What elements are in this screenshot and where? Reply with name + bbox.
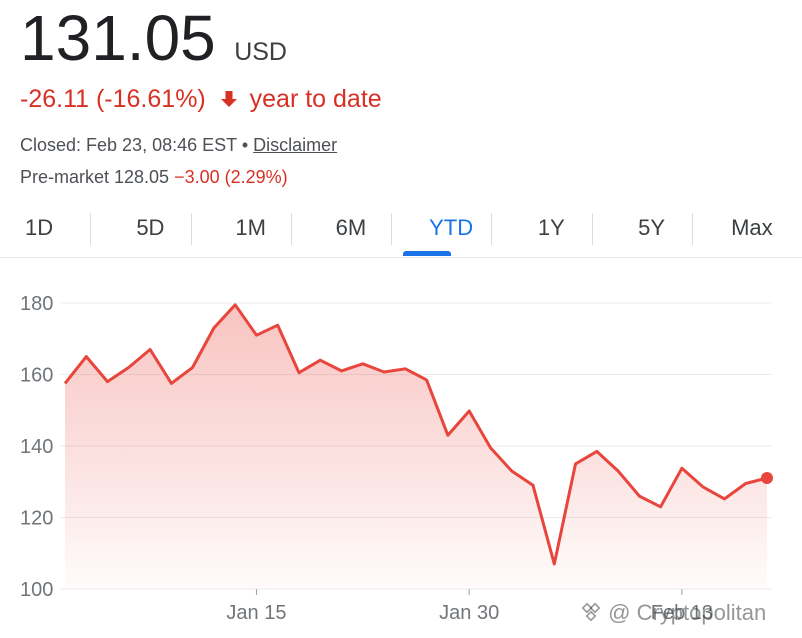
y-tick-label: 140 [20,436,53,458]
watermark-text: @ Cryptopolitan [608,600,767,625]
premarket-info: Pre-market 128.05 −3.00 (2.29%) [20,166,288,188]
active-tab-indicator [403,251,451,256]
change-period: year to date [249,85,382,113]
tab-separator [90,213,91,245]
price-area-fill [65,304,767,589]
tab-1m[interactable]: 1M [235,215,266,240]
y-tick-label: 120 [20,508,53,530]
tab-5y[interactable]: 5Y [638,215,666,240]
disclaimer-link[interactable]: Disclaimer [253,135,338,155]
tab-5d[interactable]: 5D [136,215,165,240]
price-row: 131.05 USD [20,2,287,74]
watermark-logo-icon [581,602,601,622]
x-tick-label: Jan 15 [226,602,286,624]
y-tick-label: 180 [20,293,53,315]
tabs-divider [0,257,802,258]
tab-separator [491,213,492,245]
last-price-marker [761,471,773,484]
tab-separator [291,213,292,245]
closed-info: Closed: Feb 23, 08:46 EST • Disclaimer [20,134,337,156]
arrow-down-icon [220,91,237,107]
tab-6m[interactable]: 6M [335,215,367,240]
tab-separator [191,213,192,245]
range-tabs: 1D 5D 1M 6M YTD 1Y 5Y Max [0,205,802,256]
x-tick-label: Jan 30 [439,602,499,624]
closed-text: Closed: Feb 23, 08:46 EST [20,135,237,155]
tab-separator [391,213,392,245]
tab-separator [592,213,593,245]
tab-max[interactable]: Max [731,215,773,240]
separator-dot: • [241,135,249,155]
tab-ytd[interactable]: YTD [429,215,474,240]
y-tick-label: 160 [20,365,53,387]
premarket-label: Pre-market 128.05 [20,167,170,187]
y-tick-label: 100 [20,579,53,601]
tab-1d[interactable]: 1D [25,215,54,240]
premarket-change: −3.00 (2.29%) [174,167,288,187]
watermark: @ Cryptopolitan [580,600,766,626]
tab-1y[interactable]: 1Y [537,215,565,240]
ytd-change-row: -26.11 (-16.61%) year to date [20,84,382,114]
price-line [63,303,768,566]
x-tick-label: Feb 13 [651,602,713,624]
tab-separator [692,213,693,245]
currency-label: USD [234,38,287,66]
current-price: 131.05 [20,2,216,74]
change-value: -26.11 (-16.61%) [20,85,206,113]
